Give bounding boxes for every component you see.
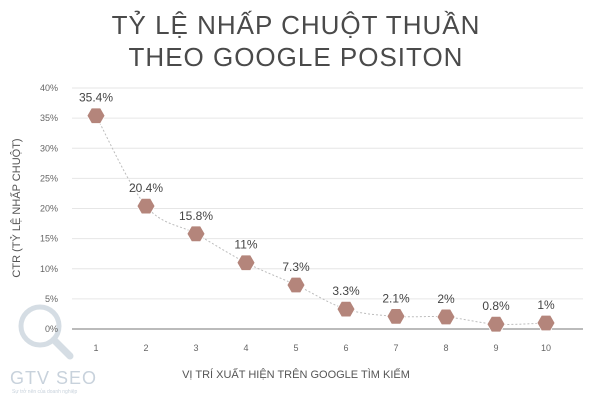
data-label: 2% bbox=[437, 292, 455, 306]
data-label: 11% bbox=[234, 238, 257, 252]
data-label: 2.1% bbox=[382, 291, 410, 305]
logo-name: GTV SEO bbox=[10, 368, 97, 388]
x-tick-label: 5 bbox=[293, 343, 298, 353]
magnifier-icon bbox=[18, 304, 62, 348]
x-tick-label: 10 bbox=[541, 343, 551, 353]
data-point-marker bbox=[486, 315, 506, 333]
data-point-marker bbox=[386, 308, 406, 325]
data-label: 1% bbox=[537, 298, 555, 312]
x-tick-label: 6 bbox=[343, 343, 348, 353]
y-tick-label: 10% bbox=[40, 264, 58, 274]
y-tick-label: 40% bbox=[40, 83, 58, 93]
x-tick-label: 7 bbox=[393, 343, 398, 353]
y-tick-label: 30% bbox=[40, 143, 58, 153]
x-axis-label: VỊ TRÍ XUẤT HIỆN TRÊN GOOGLE TÌM KIẾM bbox=[182, 368, 410, 381]
data-point-marker bbox=[336, 300, 356, 318]
gtv-seo-logo: GTV SEO Sự trở nên của doanh nghiệp bbox=[10, 304, 97, 395]
x-tick-label: 3 bbox=[193, 343, 198, 353]
x-tick-label: 1 bbox=[93, 343, 98, 353]
data-label: 3.3% bbox=[332, 284, 360, 298]
data-point-marker bbox=[236, 254, 256, 271]
y-tick-label: 0% bbox=[45, 324, 58, 334]
data-point-marker bbox=[136, 197, 156, 215]
y-tick-label: 20% bbox=[40, 204, 58, 214]
data-label: 15.8% bbox=[179, 209, 213, 223]
logo-tagline: Sự trở nên của doanh nghiệp bbox=[12, 388, 78, 395]
x-tick-label: 2 bbox=[143, 343, 148, 353]
x-axis-ticks: 1 2 3 4 5 6 7 8 9 10 bbox=[93, 343, 551, 353]
data-point-marker bbox=[436, 308, 456, 326]
data-label: 35.4% bbox=[79, 91, 113, 105]
y-tick-label: 35% bbox=[40, 113, 58, 123]
data-label: 0.8% bbox=[482, 299, 510, 313]
chart-title-line-1: TỶ LỆ NHẤP CHUỘT THUẦN bbox=[112, 10, 481, 40]
data-label: 20.4% bbox=[129, 181, 163, 195]
data-point-marker bbox=[286, 276, 306, 294]
data-point-marker bbox=[86, 107, 106, 124]
y-tick-label: 15% bbox=[40, 234, 58, 244]
y-axis-ticks: 0% 5% 10% 15% 20% 25% 30% 35% 40% bbox=[40, 83, 58, 334]
data-point-marker bbox=[186, 225, 206, 243]
y-tick-label: 5% bbox=[45, 294, 58, 304]
x-tick-label: 9 bbox=[493, 343, 498, 353]
chart-title-line-2: THEO GOOGLE POSITON bbox=[129, 42, 464, 72]
trend-curve bbox=[95, 115, 547, 325]
data-markers bbox=[86, 107, 556, 333]
data-label: 7.3% bbox=[282, 260, 310, 274]
y-tick-label: 25% bbox=[40, 173, 58, 183]
x-tick-label: 4 bbox=[243, 343, 248, 353]
y-axis-label: CTR (TỶ LỆ NHẤP CHUỘT) bbox=[10, 138, 23, 277]
data-point-marker bbox=[536, 314, 556, 332]
data-labels: 35.4% 20.4% 15.8% 11% 7.3% 3.3% 2.1% 2% 0.8% 1% bbox=[79, 91, 555, 313]
x-tick-label: 8 bbox=[443, 343, 448, 353]
